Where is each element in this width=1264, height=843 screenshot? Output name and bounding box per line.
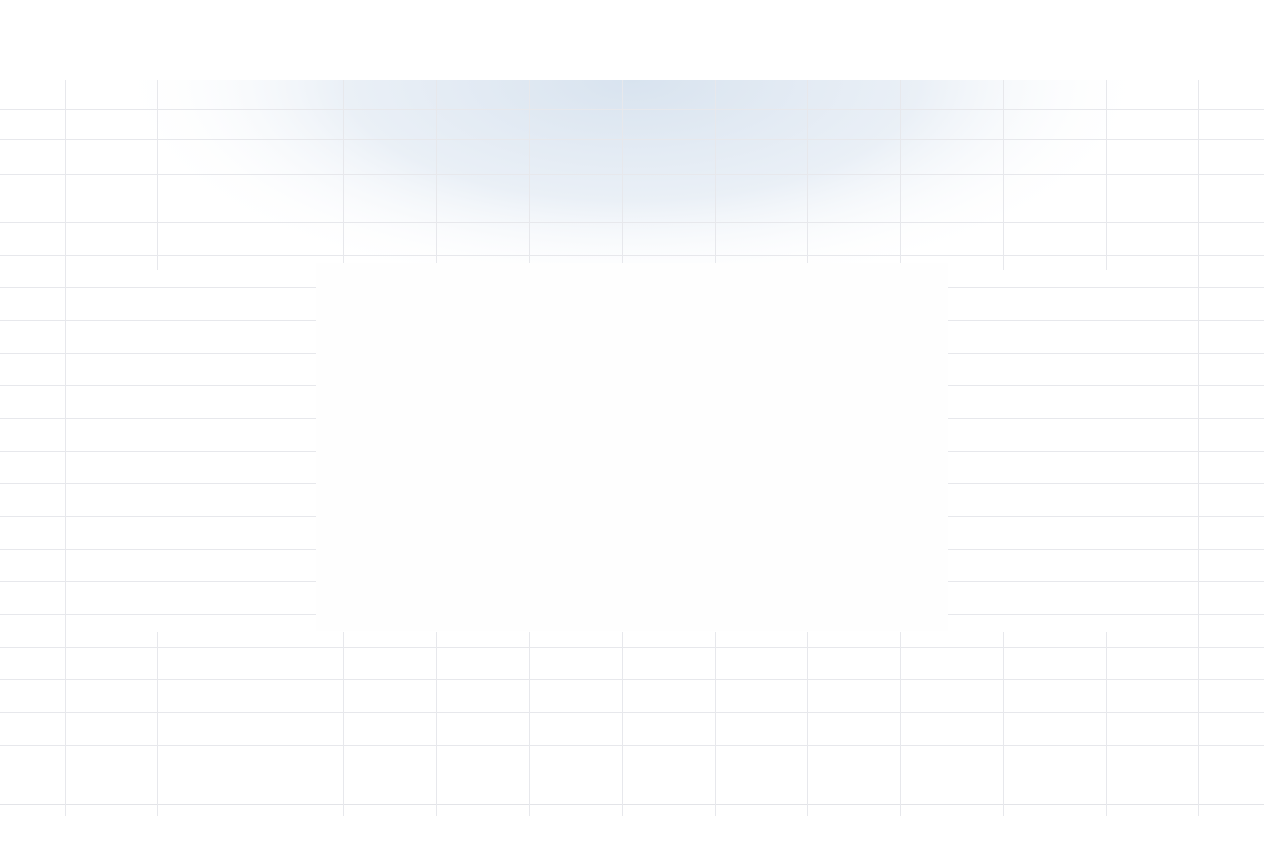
top-blank-area <box>0 0 1264 80</box>
center-blank-panel <box>316 263 948 631</box>
bottom-blank-area <box>0 816 1264 843</box>
